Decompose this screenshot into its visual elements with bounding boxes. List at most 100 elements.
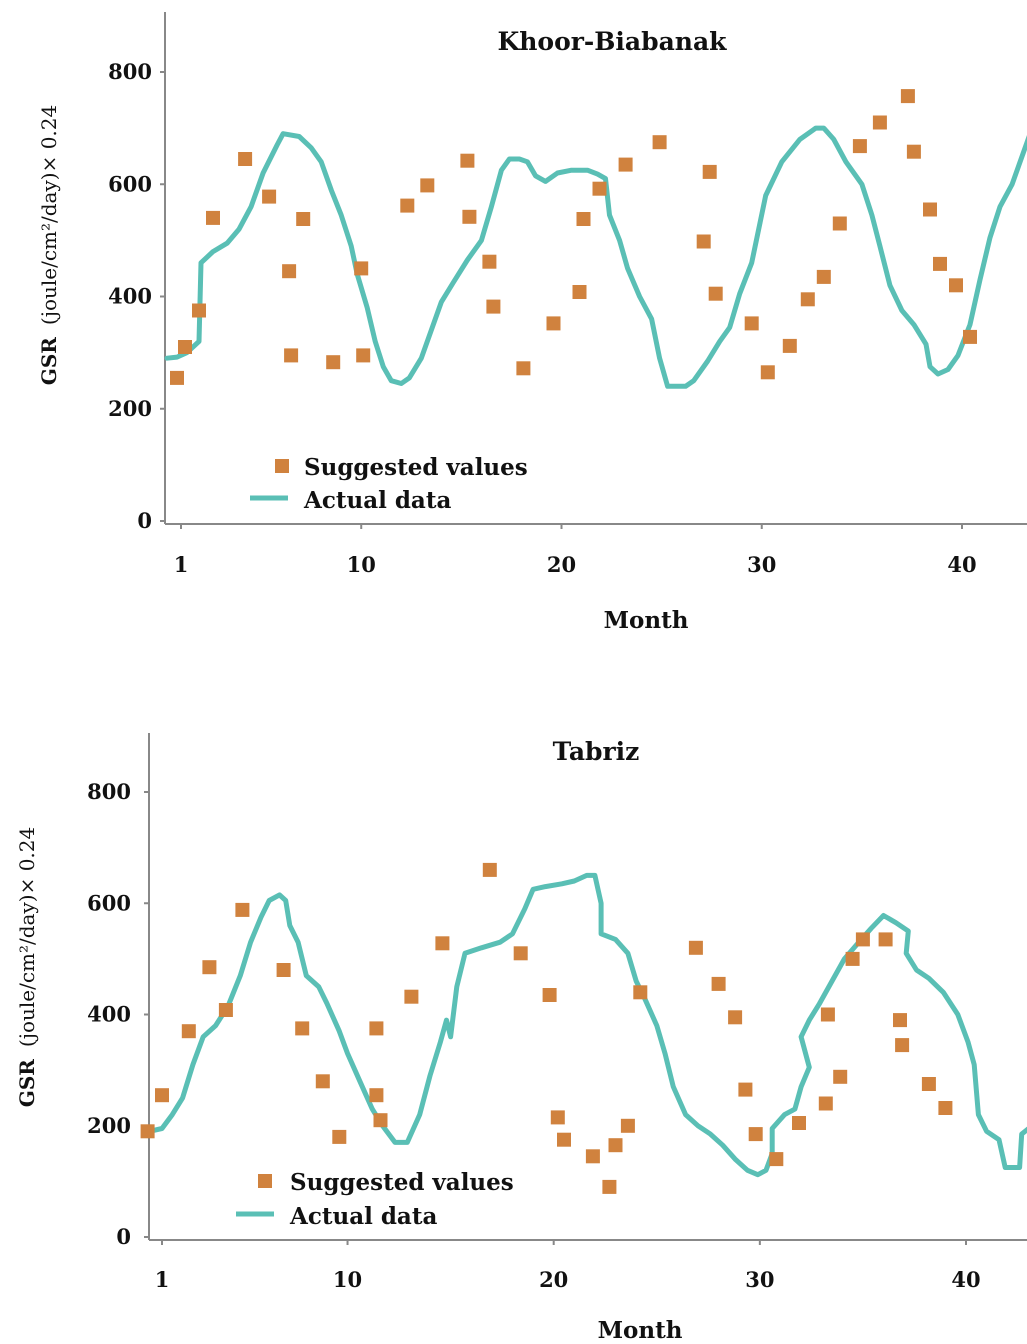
suggested-value-point bbox=[845, 951, 860, 966]
suggested-value-point bbox=[949, 278, 963, 293]
x-tick-label: 40 bbox=[951, 1267, 980, 1292]
y-tick-label: 800 bbox=[87, 779, 131, 804]
suggested-value-point bbox=[592, 181, 607, 196]
suggested-value-point bbox=[696, 234, 711, 249]
suggested-value-point bbox=[652, 135, 667, 150]
suggested-value-point bbox=[420, 178, 435, 193]
suggested-value-point bbox=[400, 198, 415, 213]
suggested-values-points bbox=[140, 862, 953, 1194]
suggested-value-point bbox=[546, 316, 561, 331]
y-tick-label: 600 bbox=[87, 890, 131, 915]
suggested-value-point bbox=[878, 932, 893, 947]
y-tick-label: 600 bbox=[108, 171, 152, 196]
x-tick-label: 30 bbox=[747, 552, 776, 577]
suggested-value-point bbox=[748, 1127, 763, 1142]
suggested-value-point bbox=[557, 1132, 571, 1147]
suggested-value-point bbox=[800, 292, 815, 307]
suggested-value-point bbox=[738, 1082, 753, 1097]
suggested-values-points bbox=[170, 89, 977, 385]
suggested-value-point bbox=[572, 285, 587, 299]
suggested-value-point bbox=[235, 902, 250, 917]
actual-data-line bbox=[147, 872, 1027, 1178]
suggested-value-point bbox=[192, 303, 206, 318]
chart-khoor-biabanak: Khoor-Biabanak Month GSR(joule/cm²/day)×… bbox=[37, 12, 1027, 634]
suggested-value-point bbox=[744, 316, 759, 331]
suggested-value-point bbox=[486, 299, 501, 314]
chart-title: Khoor-Biabanak bbox=[497, 27, 727, 56]
suggested-value-point bbox=[711, 976, 726, 991]
x-tick-label: 40 bbox=[947, 552, 976, 577]
suggested-value-point bbox=[369, 1088, 384, 1103]
y-tick-label: 200 bbox=[87, 1113, 131, 1138]
suggested-value-point bbox=[769, 1152, 784, 1167]
suggested-value-point bbox=[170, 370, 184, 385]
axis-ticks: 0 200 400 600 800 1 10 20 30 40 bbox=[87, 779, 980, 1292]
legend-suggested-label: Suggested values bbox=[304, 454, 528, 481]
suggested-value-point bbox=[460, 153, 475, 168]
suggested-value-point bbox=[550, 1110, 565, 1125]
suggested-value-point bbox=[315, 1074, 330, 1089]
suggested-value-point bbox=[633, 985, 648, 1000]
suggested-value-point bbox=[608, 1138, 623, 1153]
suggested-value-point bbox=[923, 202, 937, 217]
y-axis-label: GSR(joule/cm²/day)× 0.24 bbox=[37, 105, 61, 385]
legend-suggested-label: Suggested values bbox=[290, 1169, 514, 1196]
y-tick-label: 800 bbox=[108, 59, 152, 84]
suggested-value-point bbox=[155, 1088, 169, 1103]
suggested-value-point bbox=[513, 946, 528, 961]
suggested-value-point bbox=[284, 348, 299, 363]
suggested-value-point bbox=[872, 115, 887, 130]
suggested-value-point bbox=[282, 264, 297, 279]
legend-suggested-marker bbox=[258, 1174, 272, 1188]
y-tick-label: 200 bbox=[108, 396, 152, 421]
suggested-value-point bbox=[295, 1021, 310, 1036]
y-tick-label: 400 bbox=[108, 284, 152, 309]
suggested-value-point bbox=[181, 1024, 196, 1039]
suggested-value-point bbox=[373, 1113, 388, 1128]
suggested-value-point bbox=[833, 1069, 848, 1084]
x-tick-label: 20 bbox=[539, 1267, 568, 1292]
suggested-value-point bbox=[262, 189, 277, 204]
chart-tabriz: Tabriz Month GSR(joule/cm²/day)× 0.24 0 2… bbox=[15, 733, 1027, 1344]
suggested-value-point bbox=[482, 254, 497, 269]
x-tick-label: 1 bbox=[155, 1267, 170, 1292]
suggested-value-point bbox=[832, 216, 847, 231]
suggested-value-point bbox=[618, 157, 633, 172]
suggested-value-point bbox=[276, 963, 291, 977]
suggested-value-point bbox=[855, 932, 870, 947]
legend-actual-label: Actual data bbox=[303, 487, 451, 514]
suggested-value-point bbox=[369, 1021, 384, 1036]
suggested-value-point bbox=[332, 1129, 347, 1144]
suggested-value-point bbox=[462, 209, 477, 224]
suggested-value-point bbox=[296, 212, 311, 226]
x-tick-label: 1 bbox=[174, 552, 189, 577]
chart-title: Tabriz bbox=[553, 737, 640, 766]
suggested-value-point bbox=[202, 960, 217, 975]
legend: Suggested values Actual data bbox=[236, 1169, 514, 1230]
x-tick-label: 10 bbox=[347, 552, 376, 577]
suggested-value-point bbox=[542, 988, 557, 1002]
legend-actual-label: Actual data bbox=[289, 1203, 437, 1230]
suggested-value-point bbox=[792, 1116, 806, 1130]
y-tick-label: 400 bbox=[87, 1002, 131, 1027]
suggested-value-point bbox=[933, 256, 947, 271]
suggested-value-point bbox=[238, 152, 253, 166]
suggested-value-point bbox=[921, 1077, 936, 1091]
y-axis-label: GSR(joule/cm²/day)× 0.24 bbox=[15, 827, 39, 1107]
suggested-value-point bbox=[140, 1124, 155, 1139]
suggested-value-point bbox=[816, 269, 831, 284]
suggested-value-point bbox=[760, 365, 775, 380]
suggested-value-point bbox=[820, 1007, 835, 1022]
suggested-value-point bbox=[893, 1013, 907, 1028]
suggested-value-point bbox=[576, 212, 591, 226]
suggested-value-point bbox=[852, 139, 867, 154]
suggested-value-point bbox=[708, 286, 723, 301]
x-tick-label: 10 bbox=[333, 1267, 362, 1292]
suggested-value-point bbox=[702, 164, 717, 179]
actual-data-line bbox=[164, 125, 1027, 389]
suggested-value-point bbox=[906, 144, 921, 159]
legend-suggested-marker bbox=[275, 459, 289, 473]
suggested-value-point bbox=[516, 361, 531, 376]
y-tick-label: 0 bbox=[137, 508, 152, 533]
